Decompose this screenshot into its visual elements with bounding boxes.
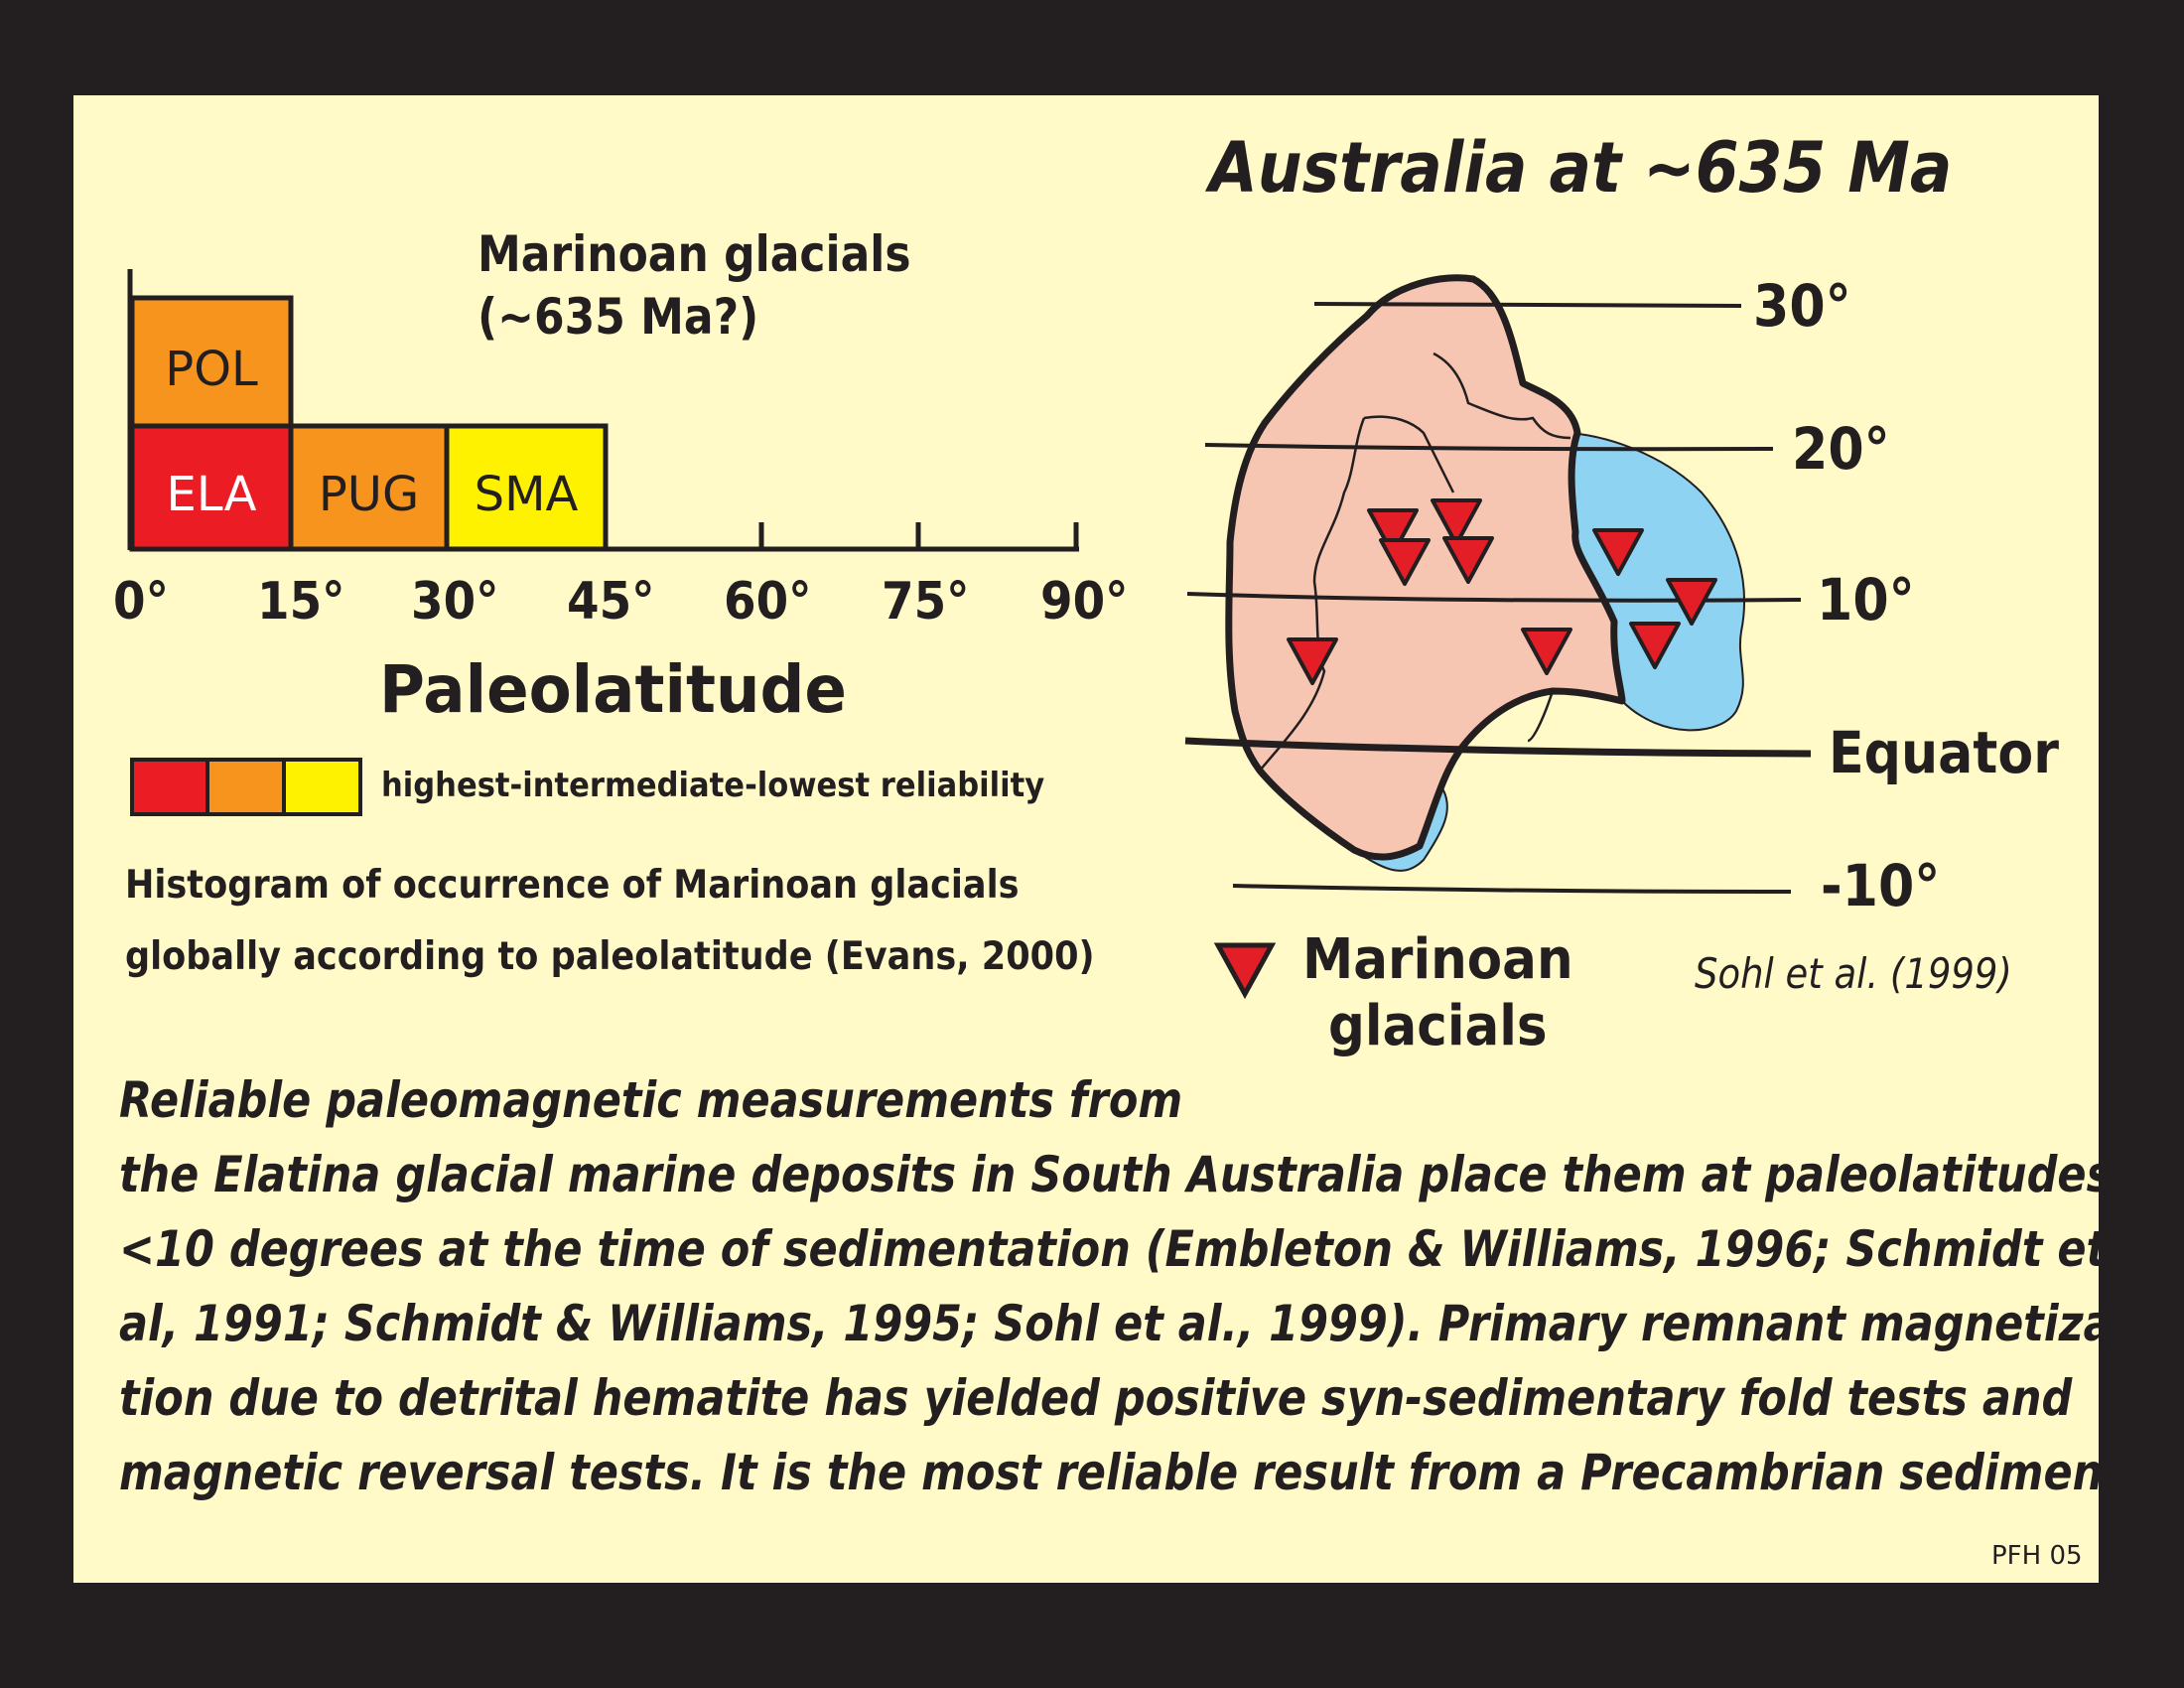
map-title: Australia at ~635 Ma [1209,127,1953,209]
caption-line-2: globally according to paleolatitude (Eva… [125,934,1095,979]
glacial-marker-6 [1521,628,1572,675]
author-signature: PFH 05 [1991,1541,2083,1571]
terrane-boundary [1259,417,1366,772]
marinoan-legend-line-1: Marinoan [1302,927,1573,992]
histogram-title: Marinoan glacials [478,225,911,283]
map-credit: Sohl et al. (1999) [1695,949,2012,998]
body-text-line-5: tion due to detrital hematite has yielde… [119,1369,2073,1427]
cell-label-pug: PUG [318,467,420,522]
glacial-marker-8 [1666,578,1717,626]
figure-graphics [127,269,1812,1000]
x-tick-90: 90° [1040,572,1129,632]
body-text-line-2: the Elatina glacial marine deposits in S… [119,1146,2113,1203]
glacial-marker-7 [1592,528,1644,576]
glacial-marker-3 [1287,637,1338,685]
figure-panel: Australia at ~635 Ma Marinoan glacials (… [73,95,2139,1583]
terrane-boundary [1527,690,1555,743]
glacial-markers [1287,498,1717,685]
lat-label-10: 10° [1817,566,1915,633]
x-tick-60: 60° [724,572,812,632]
histogram-cell-pug [288,423,450,552]
cell-label-pol: POL [165,342,258,397]
lat-label-equator: Equator [1829,719,2059,786]
x-axis-label: Paleolatitude [379,651,847,728]
terrane-boundary [1433,352,1571,440]
glacial-marker-4 [1431,498,1482,546]
x-tick-30: 30° [411,572,499,632]
legend-box-lowest [282,758,362,816]
reliability-legend-text: highest-intermediate-lowest reliability [381,766,1045,805]
glacial-marker-2 [1379,538,1431,586]
australia-landmass [1225,274,1626,861]
glacial-marker-9 [1629,622,1681,669]
glacial-marker-5 [1442,536,1494,584]
legend-box-highest [130,758,209,816]
equator-line [1184,737,1812,758]
body-text-line-6: magnetic reversal tests. It is the most … [119,1444,2140,1501]
histogram-chart [127,269,1079,552]
x-tick-45: 45° [567,572,655,632]
marinoan-legend-line-2: glacials [1328,994,1548,1058]
latitude-line-20 [1204,443,1774,452]
marinoan-legend-marker [1213,942,1277,1000]
latitude-line-30 [1313,302,1742,308]
caption-line-1: Histogram of occurrence of Marinoan glac… [125,863,1020,908]
histogram-subtitle: (~635 Ma?) [478,288,759,346]
latitude-line-minus-10 [1232,884,1792,894]
terrane-boundary [1363,415,1455,493]
x-tick-75: 75° [882,572,970,632]
australia-map [1184,274,1812,1000]
lat-label-minus-10: -10° [1821,852,1941,919]
body-text-line-1: Reliable paleomagnetic measurements from [119,1071,1183,1129]
body-text-line-4: al, 1991; Schmidt & Williams, 1995; Sohl… [119,1295,2130,1352]
lat-label-20: 20° [1792,415,1890,483]
x-tick-0: 0° [113,572,169,632]
histogram-cell-pol [129,295,294,429]
cell-label-sma: SMA [474,467,579,522]
glacial-marker-1 [1367,508,1419,556]
legend-box-intermediate [205,758,286,816]
body-text-line-3: <10 degrees at the time of sedimentation… [119,1220,2108,1278]
lat-label-30: 30° [1753,272,1851,340]
cell-label-ela: ELA [166,467,257,522]
x-tick-15: 15° [257,572,345,632]
reliability-legend-boxes [130,758,362,816]
